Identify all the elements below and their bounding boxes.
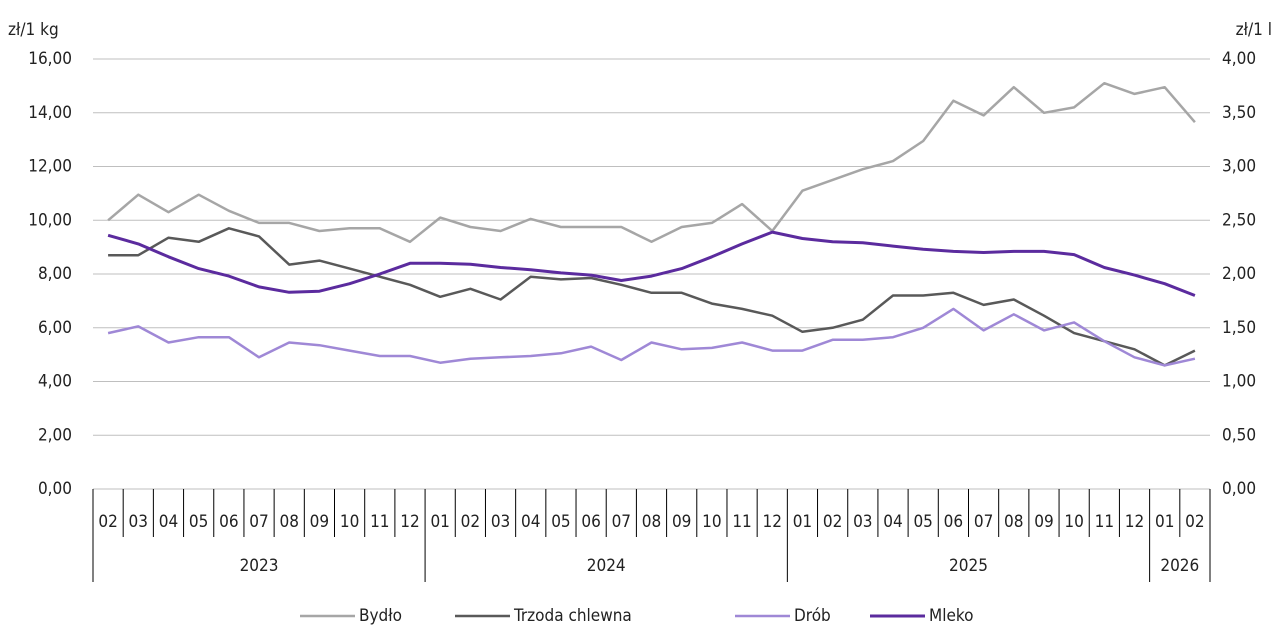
y2-tick-label: 0,50: [1222, 425, 1256, 445]
x-tick-label: 05: [189, 512, 208, 532]
x-tick-label: 03: [129, 512, 148, 532]
y2-tick-label: 3,00: [1222, 157, 1256, 177]
x-tick-label: 10: [1064, 512, 1083, 532]
x-tick-label: 08: [279, 512, 298, 532]
legend-label: Trzoda chlewna: [513, 606, 632, 626]
series-line: [108, 227, 1196, 367]
x-group-label: 2023: [240, 556, 279, 576]
x-tick-label: 04: [159, 512, 178, 532]
x-tick-label: 05: [913, 512, 932, 532]
x-tick-label: 07: [974, 512, 993, 532]
series-line: [107, 307, 1196, 367]
x-tick-label: 03: [853, 512, 872, 532]
x-group-label: 2025: [949, 556, 988, 576]
x-tick-label: 02: [823, 512, 842, 532]
y-tick-label: 6,00: [38, 318, 72, 338]
x-tick-label: 06: [219, 512, 238, 532]
y-tick-label: 8,00: [38, 264, 72, 284]
x-tick-label: 05: [551, 512, 570, 532]
legend-label: Drób: [794, 606, 831, 626]
y2-tick-label: 1,50: [1222, 318, 1256, 338]
x-tick-label: 07: [612, 512, 631, 532]
x-tick-label: 02: [461, 512, 480, 532]
y2-tick-label: 4,00: [1222, 49, 1256, 69]
x-tick-label: 08: [1004, 512, 1023, 532]
y2-axis-label: zł/1 l: [1236, 20, 1272, 40]
x-tick-label: 09: [310, 512, 329, 532]
y2-tick-label: 1,00: [1222, 372, 1256, 392]
x-tick-label: 01: [1155, 512, 1174, 532]
y-tick-label: 4,00: [38, 372, 72, 392]
x-tick-label: 01: [430, 512, 449, 532]
x-tick-label: 12: [763, 512, 782, 532]
series-line: [107, 230, 1196, 297]
x-tick-label: 07: [249, 512, 268, 532]
x-tick-label: 06: [944, 512, 963, 532]
y-tick-label: 16,00: [28, 49, 72, 69]
x-group-label: 2024: [587, 556, 626, 576]
y2-tick-label: 2,50: [1222, 210, 1256, 230]
y-tick-label: 14,00: [28, 103, 72, 123]
x-tick-label: 10: [702, 512, 721, 532]
y-tick-label: 12,00: [28, 157, 72, 177]
x-tick-label: 11: [370, 512, 389, 532]
series-line: [107, 81, 1196, 244]
x-tick-label: 10: [340, 512, 359, 532]
x-tick-label: 08: [642, 512, 661, 532]
x-tick-label: 11: [1095, 512, 1114, 532]
x-tick-label: 12: [400, 512, 419, 532]
x-group-label: 2026: [1160, 556, 1199, 576]
x-tick-label: 09: [1034, 512, 1053, 532]
x-tick-label: 01: [793, 512, 812, 532]
y-tick-label: 10,00: [28, 210, 72, 230]
y-tick-label: 0,00: [38, 479, 72, 499]
y2-tick-label: 0,00: [1222, 479, 1256, 499]
x-tick-label: 06: [581, 512, 600, 532]
x-tick-label: 03: [491, 512, 510, 532]
x-tick-label: 12: [1125, 512, 1144, 532]
legend-label: Bydło: [359, 606, 402, 626]
y2-tick-label: 2,00: [1222, 264, 1256, 284]
x-tick-label: 04: [521, 512, 540, 532]
x-tick-label: 02: [98, 512, 117, 532]
y2-tick-label: 3,50: [1222, 103, 1256, 123]
y-axis-label: zł/1 kg: [8, 20, 59, 40]
x-tick-label: 11: [732, 512, 751, 532]
legend-label: Mleko: [929, 606, 973, 626]
y-tick-label: 2,00: [38, 425, 72, 445]
x-tick-label: 02: [1185, 512, 1204, 532]
x-tick-label: 04: [883, 512, 902, 532]
x-tick-label: 09: [672, 512, 691, 532]
